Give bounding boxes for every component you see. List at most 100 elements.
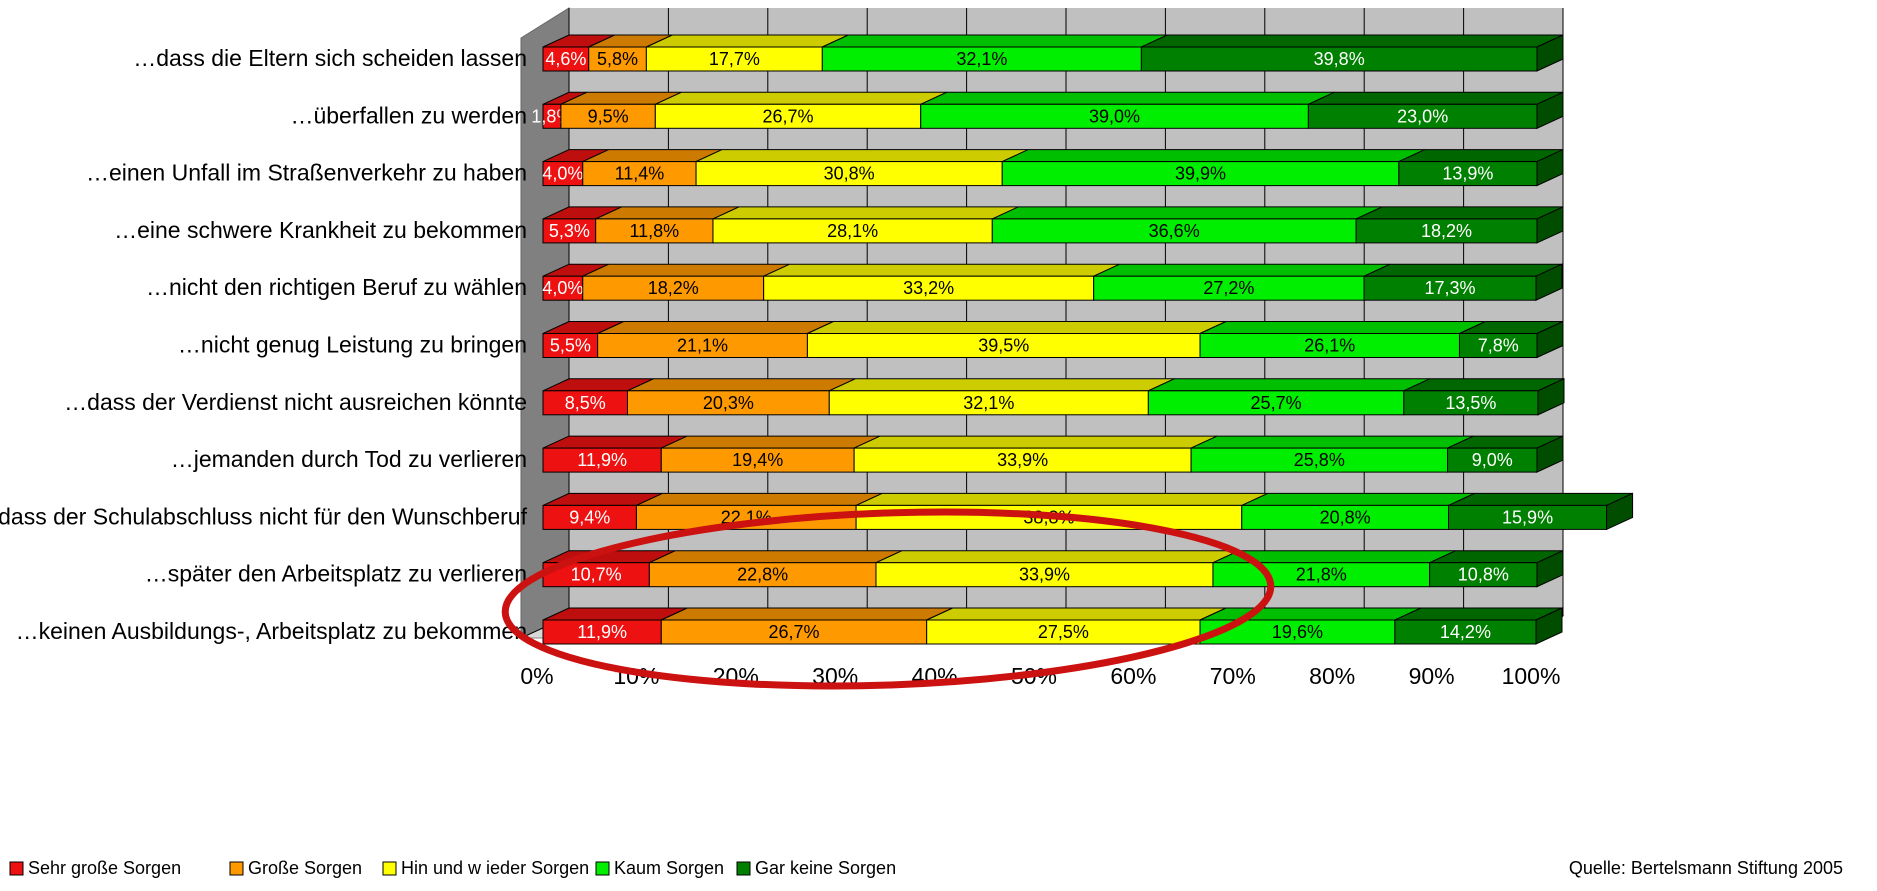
bar-segment-face bbox=[1199, 333, 1460, 358]
bar-segment: 21,8% bbox=[1212, 550, 1456, 588]
data-label: 18,2% bbox=[1421, 221, 1472, 241]
data-label: 19,4% bbox=[732, 450, 783, 470]
bar-segment-face bbox=[660, 447, 855, 473]
bar-segment: 20,8% bbox=[1241, 492, 1475, 530]
category-label: …überfallen zu werden bbox=[290, 102, 527, 128]
bar-segment: 33,9% bbox=[875, 550, 1240, 588]
bar-end-side bbox=[1536, 34, 1564, 72]
bar-row: 8,5% 20,3% 32,1% 25,7% 13,5% bbox=[542, 378, 1565, 416]
bar-segment-face bbox=[542, 218, 597, 244]
legend-swatch bbox=[382, 861, 397, 876]
category-label: …jemanden durch Tod zu verlieren bbox=[171, 446, 527, 472]
data-label: 17,3% bbox=[1425, 278, 1476, 298]
bar-segment: 15,9% bbox=[1448, 492, 1634, 531]
bar-segment-face bbox=[1212, 562, 1431, 588]
bar-segment-face bbox=[695, 161, 1003, 187]
bar-segment-face bbox=[595, 218, 714, 244]
bar-segment-face bbox=[542, 333, 599, 358]
bar-segment-top bbox=[1241, 492, 1475, 506]
bar-segment: 32,1% bbox=[821, 34, 1168, 72]
bar-segment-face bbox=[1241, 504, 1450, 530]
bar-segment-top bbox=[1199, 607, 1422, 621]
bar-segment-face bbox=[821, 46, 1142, 72]
bar-segment: 11,8% bbox=[595, 206, 740, 244]
bar-segment: 39,9% bbox=[1001, 149, 1426, 187]
bar-segment-top bbox=[655, 91, 947, 105]
bar-segment-top bbox=[992, 206, 1383, 220]
bar-end-side bbox=[1536, 91, 1564, 130]
bar-segment-top bbox=[636, 492, 883, 506]
data-label: 10,8% bbox=[1458, 565, 1509, 585]
legend-swatch bbox=[736, 861, 751, 876]
bar-segment-face bbox=[853, 447, 1192, 473]
data-label: 13,5% bbox=[1445, 393, 1496, 413]
bar-row: 9,4% 22,1% 38,8% 20,8% 15,9% bbox=[542, 492, 1634, 531]
data-label: 30,8% bbox=[824, 164, 875, 184]
bar-segment: 25,7% bbox=[1147, 378, 1431, 416]
bar-segment: 39,0% bbox=[920, 91, 1335, 129]
bar-segment-face bbox=[712, 218, 993, 244]
bar-segment: 19,4% bbox=[660, 435, 881, 473]
data-label: 8,5% bbox=[565, 393, 606, 413]
bar-segment: 27,5% bbox=[926, 607, 1227, 645]
bar-segment: 7,8% bbox=[1458, 320, 1564, 359]
bar-segment-top bbox=[1355, 206, 1564, 220]
legend-item: Gar keine Sorgen bbox=[736, 858, 896, 878]
category-label: …dass die Eltern sich scheiden lassen bbox=[133, 45, 527, 71]
data-label: 39,8% bbox=[1314, 49, 1365, 69]
bar-segment-face bbox=[1448, 504, 1608, 530]
data-label: 36,6% bbox=[1149, 221, 1200, 241]
x-tick-label: 0% bbox=[520, 663, 553, 689]
legend-item: Hin und w ieder Sorgen bbox=[382, 858, 589, 878]
bar-segment: 21,1% bbox=[597, 321, 834, 358]
bar-segment-face bbox=[542, 390, 628, 416]
bar-segment-top bbox=[853, 435, 1218, 449]
bar-segment-face bbox=[1190, 447, 1449, 473]
data-label: 5,8% bbox=[597, 49, 638, 69]
bar-segment: 18,2% bbox=[582, 263, 790, 301]
data-label: 19,6% bbox=[1272, 622, 1323, 642]
data-label: 39,0% bbox=[1089, 106, 1140, 126]
bar-segment: 14,2% bbox=[1394, 607, 1563, 645]
bar-row: 10,7% 22,8% 33,9% 21,8% 10,8% bbox=[542, 549, 1564, 588]
bar-segment-top bbox=[1403, 378, 1565, 392]
data-label: 27,2% bbox=[1203, 278, 1254, 298]
bar-segment: 9,4% bbox=[542, 492, 663, 530]
data-label: 4,0% bbox=[542, 278, 583, 298]
bar-segment-top bbox=[597, 321, 834, 334]
bar-segment-top bbox=[695, 149, 1029, 163]
data-label: 22,8% bbox=[737, 565, 788, 585]
bar-segment-top bbox=[822, 34, 1168, 48]
bar-segment-face bbox=[1429, 562, 1538, 588]
data-label: 32,1% bbox=[963, 393, 1014, 413]
data-label: 32,1% bbox=[956, 49, 1007, 69]
bar-segment-face bbox=[1398, 161, 1538, 187]
bar-row: 11,9% 19,4% 33,9% 25,8% 9,0% bbox=[542, 435, 1564, 473]
bar-segment: 26,7% bbox=[654, 91, 947, 129]
data-label: 15,9% bbox=[1502, 507, 1553, 527]
bar-segment-top bbox=[1308, 91, 1564, 105]
data-label: 20,3% bbox=[703, 393, 754, 413]
bar-segment-face bbox=[991, 218, 1357, 244]
data-label: 28,1% bbox=[827, 221, 878, 241]
legend-label: Sehr große Sorgen bbox=[28, 858, 181, 878]
bar-segment: 39,8% bbox=[1140, 34, 1564, 72]
bar-end-side bbox=[1536, 549, 1564, 588]
bar-row: 4,0% 11,4% 30,8% 39,9% 13,9% bbox=[542, 148, 1564, 187]
bar-segment-face bbox=[654, 103, 922, 129]
data-label: 20,8% bbox=[1320, 507, 1371, 527]
data-label: 4,0% bbox=[542, 164, 583, 184]
data-label: 4,6% bbox=[545, 49, 586, 69]
bar-segment-face bbox=[542, 161, 584, 187]
bar-end-side bbox=[1536, 148, 1564, 187]
bar-segment: 36,6% bbox=[991, 206, 1383, 244]
bar-segment-top bbox=[875, 550, 1240, 564]
category-label: …nicht den richtigen Beruf zu wählen bbox=[146, 274, 527, 300]
bar-segment-top bbox=[1398, 149, 1564, 163]
data-label: 27,5% bbox=[1038, 622, 1089, 642]
bar-segment: 23,0% bbox=[1307, 91, 1564, 130]
data-label: 11,9% bbox=[577, 450, 627, 470]
data-label: 21,8% bbox=[1296, 565, 1347, 585]
bar-end-side bbox=[1536, 206, 1564, 244]
